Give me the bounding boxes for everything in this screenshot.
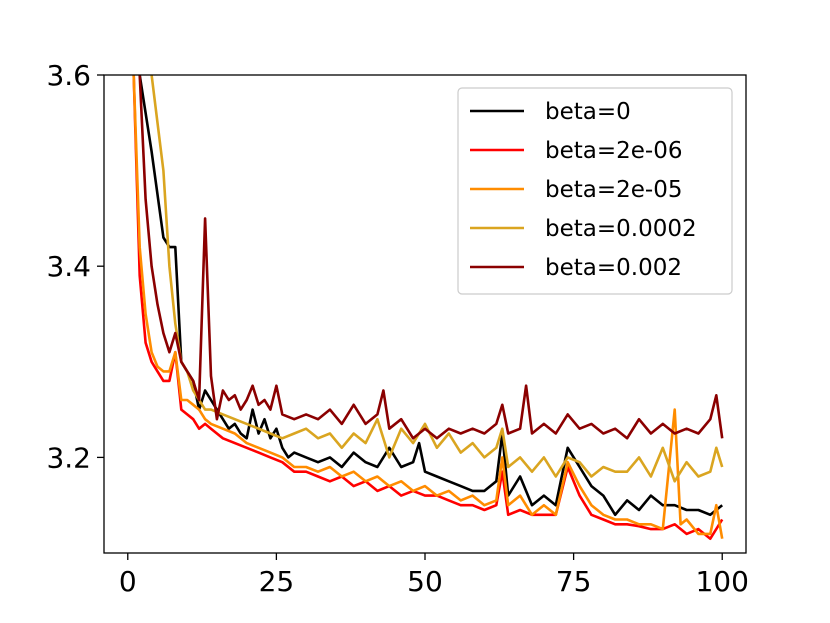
y-tick-label: 3.4 — [46, 250, 91, 283]
x-tick-label: 25 — [259, 565, 295, 598]
x-tick-label: 100 — [695, 565, 748, 598]
legend-label: beta=0.002 — [545, 255, 682, 281]
series-line-4 — [138, 75, 724, 440]
series-layer — [132, 75, 724, 540]
legend-label: beta=2e-05 — [545, 177, 682, 203]
legend-label: beta=0.0002 — [545, 216, 697, 242]
x-axis: 0 25 50 75 100 — [119, 553, 749, 598]
y-tick-label: 3.2 — [46, 441, 91, 474]
y-tick-label: 3.6 — [46, 59, 91, 92]
legend-label: beta=2e-06 — [545, 138, 682, 164]
legend-box — [457, 87, 733, 295]
series-line-3 — [150, 75, 724, 483]
legend-label: beta=0 — [545, 99, 631, 125]
x-tick-label: 50 — [407, 565, 443, 598]
x-tick-label: 75 — [556, 565, 592, 598]
legend: beta=0 beta=2e-06 beta=2e-05 beta=0.0002 bet… — [457, 87, 733, 295]
y-axis: 3.2 3.4 3.6 — [46, 59, 104, 474]
series-line-0 — [138, 75, 724, 517]
x-tick-label: 0 — [119, 565, 137, 598]
series-line-2 — [132, 75, 724, 539]
